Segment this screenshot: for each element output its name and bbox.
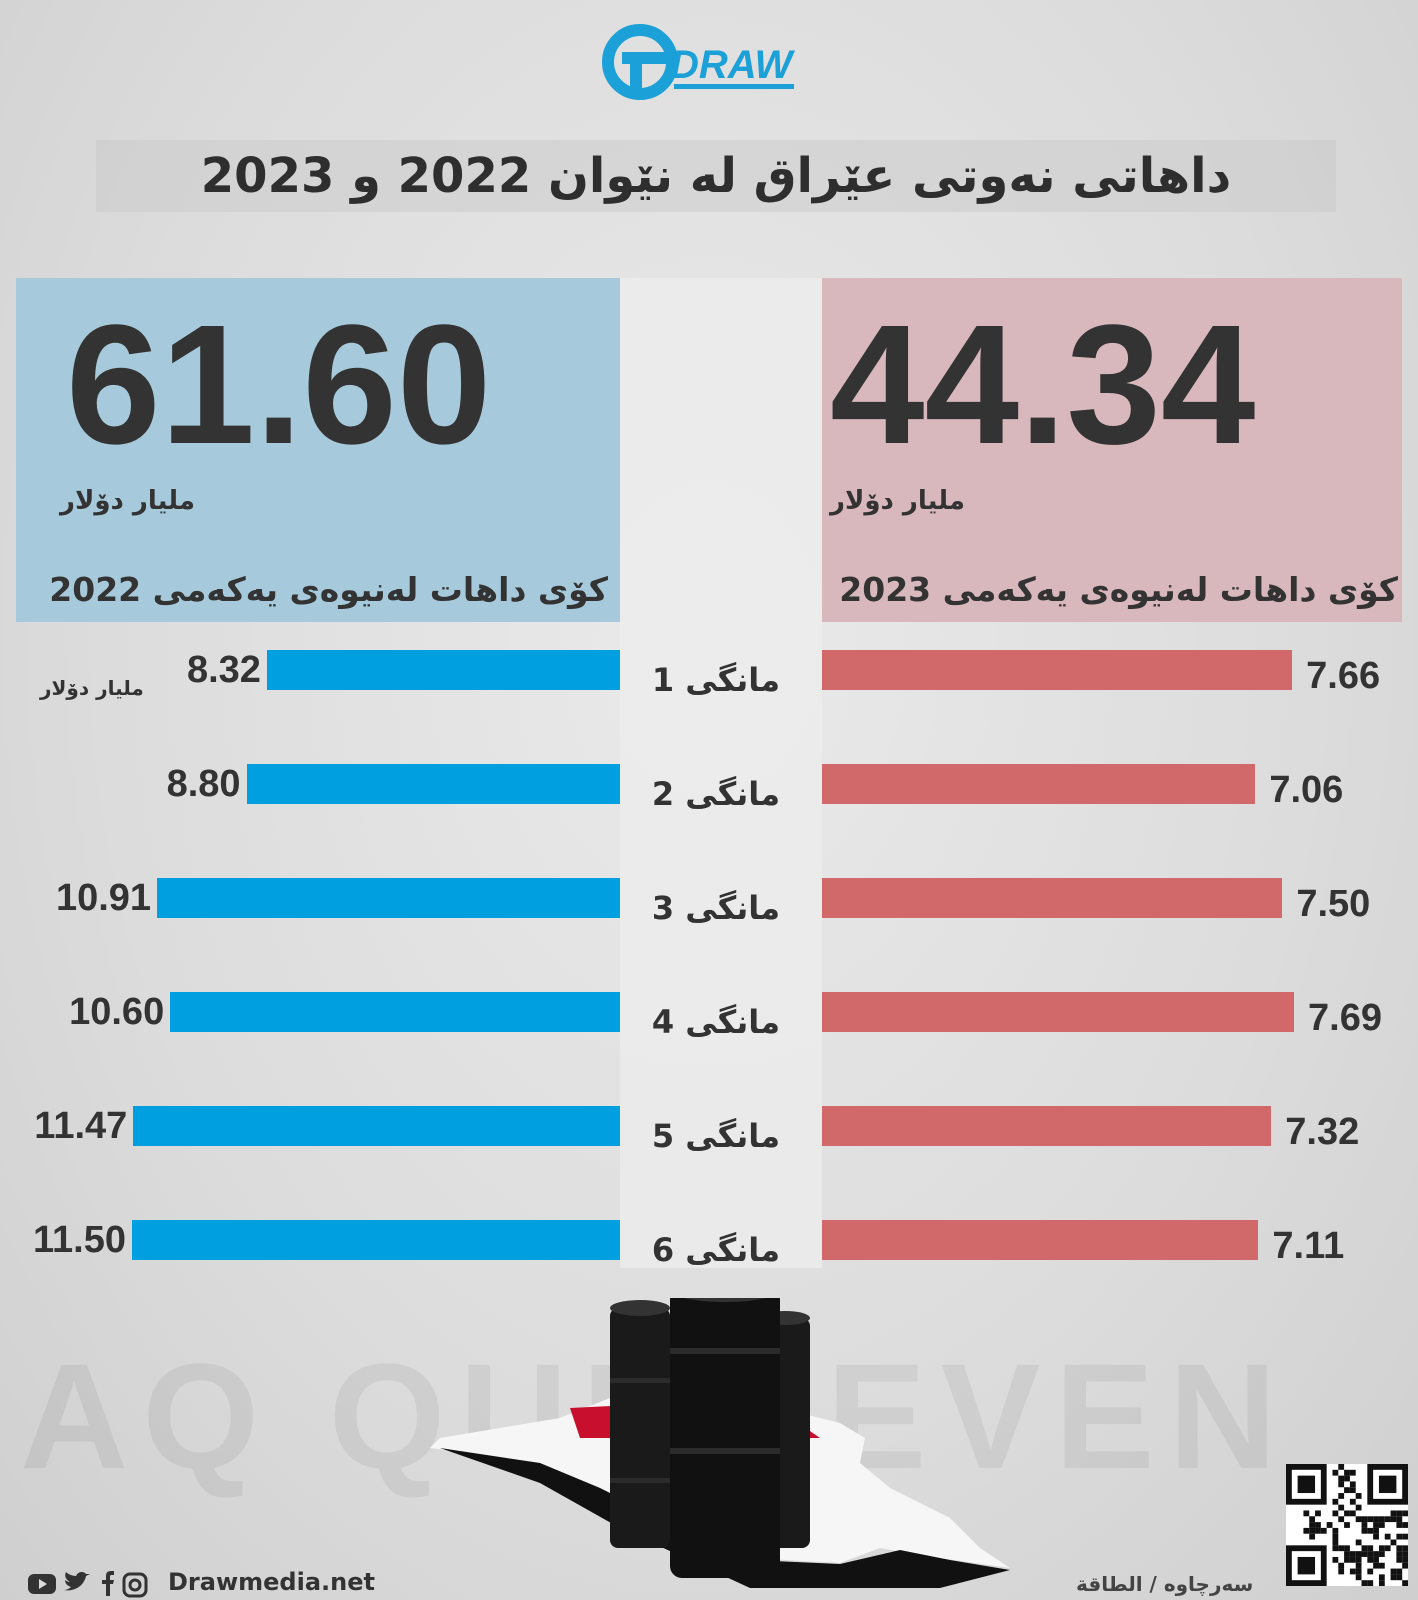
facebook-icon[interactable] <box>102 1571 114 1596</box>
bar-2023-month-5 <box>822 1106 1272 1146</box>
bar-2023-month-4 <box>822 992 1294 1032</box>
center-column <box>620 278 822 1268</box>
bar-2022-month-1 <box>266 650 620 690</box>
bar-2022-month-3 <box>157 878 620 918</box>
bar-2023-month-1 <box>822 650 1293 690</box>
bar-2023-month-6 <box>822 1220 1259 1260</box>
bar-2022-label-6: 11.50 <box>33 1219 126 1261</box>
panel-2023 <box>822 278 1402 622</box>
instagram-icon[interactable] <box>122 1572 148 1598</box>
bar-2022-label-2: 8.80 <box>166 763 241 805</box>
social-icons <box>28 1571 148 1598</box>
website-link[interactable]: Drawmedia.net <box>168 1568 375 1596</box>
bar-2023-month-2 <box>822 764 1256 804</box>
month-label-4: مانگی 4 <box>651 1003 781 1041</box>
oil-barrels-icon: الله اكبر <box>430 1298 1010 1588</box>
bar-2023-month-3 <box>822 878 1283 918</box>
bar-2023-label-4: 7.69 <box>1308 997 1382 1039</box>
month-label-2: مانگی 2 <box>651 775 781 813</box>
bar-2022-label-1: 8.32 <box>186 649 261 691</box>
bar-2022-month-2 <box>246 764 620 804</box>
total-2023-caption: کۆی داهات لەنیوەی یەکەمی 2023 <box>839 570 1398 609</box>
twitter-icon[interactable] <box>64 1571 90 1591</box>
bar-2023-label-2: 7.06 <box>1269 769 1344 811</box>
draw-logo: DRAW <box>602 24 795 100</box>
total-2022-unit: ملیار دۆلار <box>60 486 195 516</box>
month-label-6: مانگی 6 <box>651 1231 781 1269</box>
bar-2023-label-1: 7.66 <box>1306 655 1381 697</box>
page-title: داهاتی نەوتی عێراق لە نێوان 2022 و 2023 <box>200 148 1232 204</box>
bar-2022-label-4: 10.60 <box>69 991 165 1033</box>
title-backdrop <box>96 140 1336 212</box>
qr-code-icon[interactable] <box>1286 1464 1408 1586</box>
bar-2023-label-5: 7.32 <box>1285 1111 1360 1153</box>
bar-2023-label-3: 7.50 <box>1296 883 1371 925</box>
bar-2022-month-6 <box>132 1220 620 1260</box>
month-label-1: مانگی 1 <box>651 661 781 699</box>
month-label-3: مانگی 3 <box>651 889 781 927</box>
youtube-icon[interactable] <box>28 1574 56 1594</box>
total-2023-unit: ملیار دۆلار <box>830 486 965 516</box>
logo-text: DRAW <box>670 43 795 87</box>
bar-2022-label-5: 11.47 <box>34 1105 128 1147</box>
bar-unit-label: ملیار دۆلار <box>40 676 144 700</box>
source-label: سەرچاوە / الطاقة <box>1076 1572 1254 1596</box>
month-label-5: مانگی 5 <box>651 1117 781 1155</box>
panel-2022 <box>16 278 620 622</box>
bar-2022-label-3: 10.91 <box>55 877 152 919</box>
total-2023-value: 44.34 <box>830 290 1256 480</box>
total-2022-caption: کۆی داهات لەنیوەی یەکەمی 2022 <box>49 570 608 609</box>
bar-2022-month-5 <box>133 1106 620 1146</box>
bar-2022-month-4 <box>170 992 620 1032</box>
bar-2023-label-6: 7.11 <box>1272 1225 1345 1267</box>
total-2022-value: 61.60 <box>66 290 492 480</box>
